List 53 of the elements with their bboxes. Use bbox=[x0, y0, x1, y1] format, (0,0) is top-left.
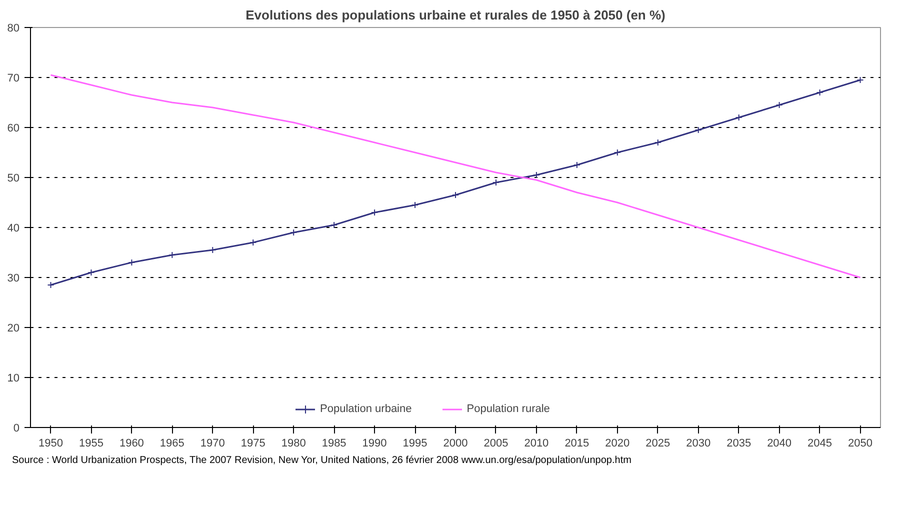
x-tick-label: 2050 bbox=[848, 438, 873, 450]
x-tick-label: 2015 bbox=[564, 438, 590, 450]
x-tick-label: 2030 bbox=[686, 438, 711, 450]
x-tick-label: 2005 bbox=[484, 438, 508, 450]
point bbox=[250, 239, 257, 246]
legend-label: Population urbaine bbox=[320, 403, 412, 415]
point bbox=[735, 114, 742, 121]
y-tick-label: 20 bbox=[7, 322, 20, 334]
point bbox=[88, 269, 95, 276]
y-tick-label: 80 bbox=[7, 22, 20, 34]
point bbox=[614, 149, 621, 156]
point bbox=[816, 89, 824, 96]
source-note: Source : World Urbanization Prospects, The 2007 Revision, New Yor, United Nations, 26 février 2008 www.un.org/esa/population/unpop.htm bbox=[12, 454, 632, 468]
x-tick-label: 1980 bbox=[281, 438, 306, 450]
point bbox=[209, 246, 216, 254]
point bbox=[371, 209, 378, 216]
point bbox=[492, 179, 500, 186]
x-tick-label: 1990 bbox=[362, 438, 387, 450]
x-tick-label: 1955 bbox=[78, 438, 104, 450]
x-tick-label: 1950 bbox=[38, 438, 63, 450]
point bbox=[654, 139, 662, 146]
x-tick-label: 1960 bbox=[119, 438, 144, 450]
x-tick-label: 2000 bbox=[443, 438, 468, 450]
point bbox=[694, 126, 702, 134]
y-tick-label: 60 bbox=[7, 122, 20, 134]
x-tick-label: 1975 bbox=[240, 438, 266, 450]
x-tick-label: 1995 bbox=[402, 438, 428, 450]
chart-title: Evolutions des populations urbaine et rurales de 1950 à 2050 (en %) bbox=[246, 8, 666, 22]
y-tick-label: 10 bbox=[7, 372, 20, 384]
point bbox=[128, 259, 136, 266]
y-tick-label: 70 bbox=[7, 72, 20, 84]
x-tick-label: 1985 bbox=[322, 438, 346, 450]
y-tick-label: 0 bbox=[13, 422, 20, 434]
x-tick-label: 1965 bbox=[160, 438, 184, 450]
x-tick-label: 2020 bbox=[605, 438, 630, 450]
x-tick-label: 2010 bbox=[524, 438, 549, 450]
legend-label: Population rurale bbox=[466, 403, 550, 415]
point bbox=[573, 162, 580, 168]
x-tick-label: 2035 bbox=[726, 438, 752, 450]
point bbox=[776, 102, 783, 108]
x-tick-label: 2045 bbox=[808, 438, 832, 450]
x-tick-label: 1970 bbox=[200, 438, 225, 450]
point bbox=[412, 202, 419, 208]
point bbox=[452, 192, 459, 198]
point bbox=[330, 222, 338, 228]
y-tick-label: 40 bbox=[7, 222, 20, 234]
point bbox=[168, 252, 176, 258]
point bbox=[290, 229, 298, 236]
x-tick-label: 2040 bbox=[767, 438, 792, 450]
x-tick-label: 2025 bbox=[646, 438, 670, 450]
y-tick-label: 50 bbox=[7, 172, 20, 184]
point bbox=[532, 172, 540, 178]
y-tick-label: 30 bbox=[7, 272, 20, 284]
